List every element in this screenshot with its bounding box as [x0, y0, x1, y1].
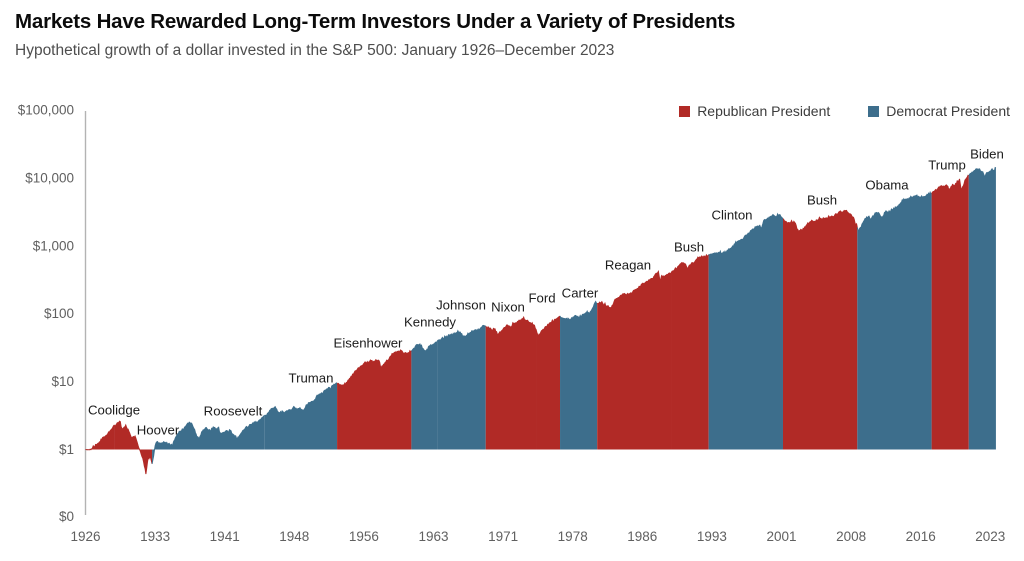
legend-item-democrat: Democrat President: [868, 103, 1010, 119]
president-label-obama: Obama: [865, 178, 909, 193]
area-segment-carter: [560, 301, 598, 450]
president-label-truman: Truman: [289, 371, 334, 386]
president-label-nixon: Nixon: [491, 300, 525, 315]
area-segment-johnson: [437, 325, 486, 450]
legend: Republican President Democrat President: [679, 103, 1010, 119]
x-tick-label: 2008: [836, 529, 866, 544]
president-label-clinton: Clinton: [711, 208, 752, 223]
area-segment-reagan: [597, 271, 672, 450]
chart-header: Markets Have Rewarded Long-Term Investor…: [15, 10, 735, 60]
curve-line-johnson: [437, 324, 486, 342]
x-tick-label: 2016: [906, 529, 936, 544]
curve-line-roosevelt: [151, 414, 266, 464]
x-tick-label: 1986: [627, 529, 657, 544]
area-segment-hoover: [114, 421, 153, 475]
legend-label-democrat: Democrat President: [886, 103, 1010, 119]
curve-line-reagan: [597, 270, 672, 310]
curve-line-ford: [536, 315, 561, 338]
y-tick-label: $0: [59, 509, 74, 524]
x-tick-label: 1941: [210, 529, 240, 544]
y-tick-label: $10,000: [25, 170, 74, 185]
y-tick-label: $1,000: [33, 238, 74, 253]
area-segment-coolidge: [85, 425, 115, 450]
chart-title: Markets Have Rewarded Long-Term Investor…: [15, 10, 736, 33]
president-label-kennedy: Kennedy: [404, 315, 456, 330]
president-label-trump: Trump: [928, 158, 966, 173]
x-tick-label: 1963: [418, 529, 448, 544]
x-tick-label: 1926: [70, 529, 100, 544]
president-label-roosevelt: Roosevelt: [204, 404, 263, 419]
president-label-bush: Bush: [807, 193, 837, 208]
president-label-hoover: Hoover: [137, 423, 180, 438]
curve-line-nixon: [485, 315, 538, 335]
legend-item-republican: Republican President: [679, 103, 830, 119]
x-tick-label: 1948: [279, 529, 309, 544]
president-label-coolidge: Coolidge: [88, 403, 140, 418]
area-segment-eisenhower: [337, 350, 412, 450]
president-label-reagan: Reagan: [605, 258, 651, 273]
curve-line-obama: [856, 190, 932, 232]
curve-line-truman: [264, 382, 338, 417]
x-tick-label: 1978: [558, 529, 588, 544]
president-label-carter: Carter: [562, 286, 599, 301]
curve-line-bush: [671, 253, 710, 273]
president-label-ford: Ford: [528, 291, 555, 306]
curve-line-clinton: [708, 212, 784, 256]
area-segment-trump: [931, 175, 969, 450]
curve-line-coolidge: [85, 424, 116, 451]
curve-line-carter: [559, 300, 598, 322]
y-tick-label: $100: [44, 306, 74, 321]
legend-label-republican: Republican President: [697, 103, 831, 119]
x-tick-label: 2023: [975, 529, 1005, 544]
democrat-swatch-icon: [868, 105, 880, 117]
curve-line-kennedy: [411, 340, 439, 353]
x-tick-label: 2001: [766, 529, 796, 544]
area-segment-bush: [671, 254, 709, 450]
chart-subtitle: Hypothetical growth of a dollar invested…: [15, 41, 615, 59]
curve-line-hoover: [114, 420, 153, 475]
area-segment-truman: [264, 382, 338, 450]
republican-swatch-icon: [679, 105, 691, 117]
curve-line-biden: [968, 166, 997, 178]
x-tick-label: 1971: [488, 529, 518, 544]
y-tick-label: $1: [59, 442, 74, 457]
x-tick-label: 1933: [140, 529, 170, 544]
president-label-bush: Bush: [674, 240, 704, 255]
area-segment-kennedy: [411, 340, 438, 450]
president-label-eisenhower: Eisenhower: [334, 336, 404, 351]
area-segment-nixon: [485, 317, 537, 450]
curve-line-bush: [782, 209, 858, 233]
x-tick-label: 1956: [349, 529, 379, 544]
y-tick-label: $10: [51, 374, 74, 389]
curve-line-eisenhower: [336, 349, 412, 387]
area-segment-obama: [857, 192, 932, 450]
area-segment-biden: [968, 167, 996, 450]
president-label-biden: Biden: [970, 147, 1004, 162]
area-segment-clinton: [708, 213, 783, 450]
area-segment-roosevelt: [152, 415, 265, 464]
y-tick-label: $100,000: [18, 103, 74, 118]
curve-line-trump: [931, 174, 970, 194]
president-label-johnson: Johnson: [436, 298, 486, 313]
area-segment-ford: [536, 316, 561, 450]
area-segment-bush: [782, 210, 858, 450]
x-tick-label: 1993: [697, 529, 727, 544]
